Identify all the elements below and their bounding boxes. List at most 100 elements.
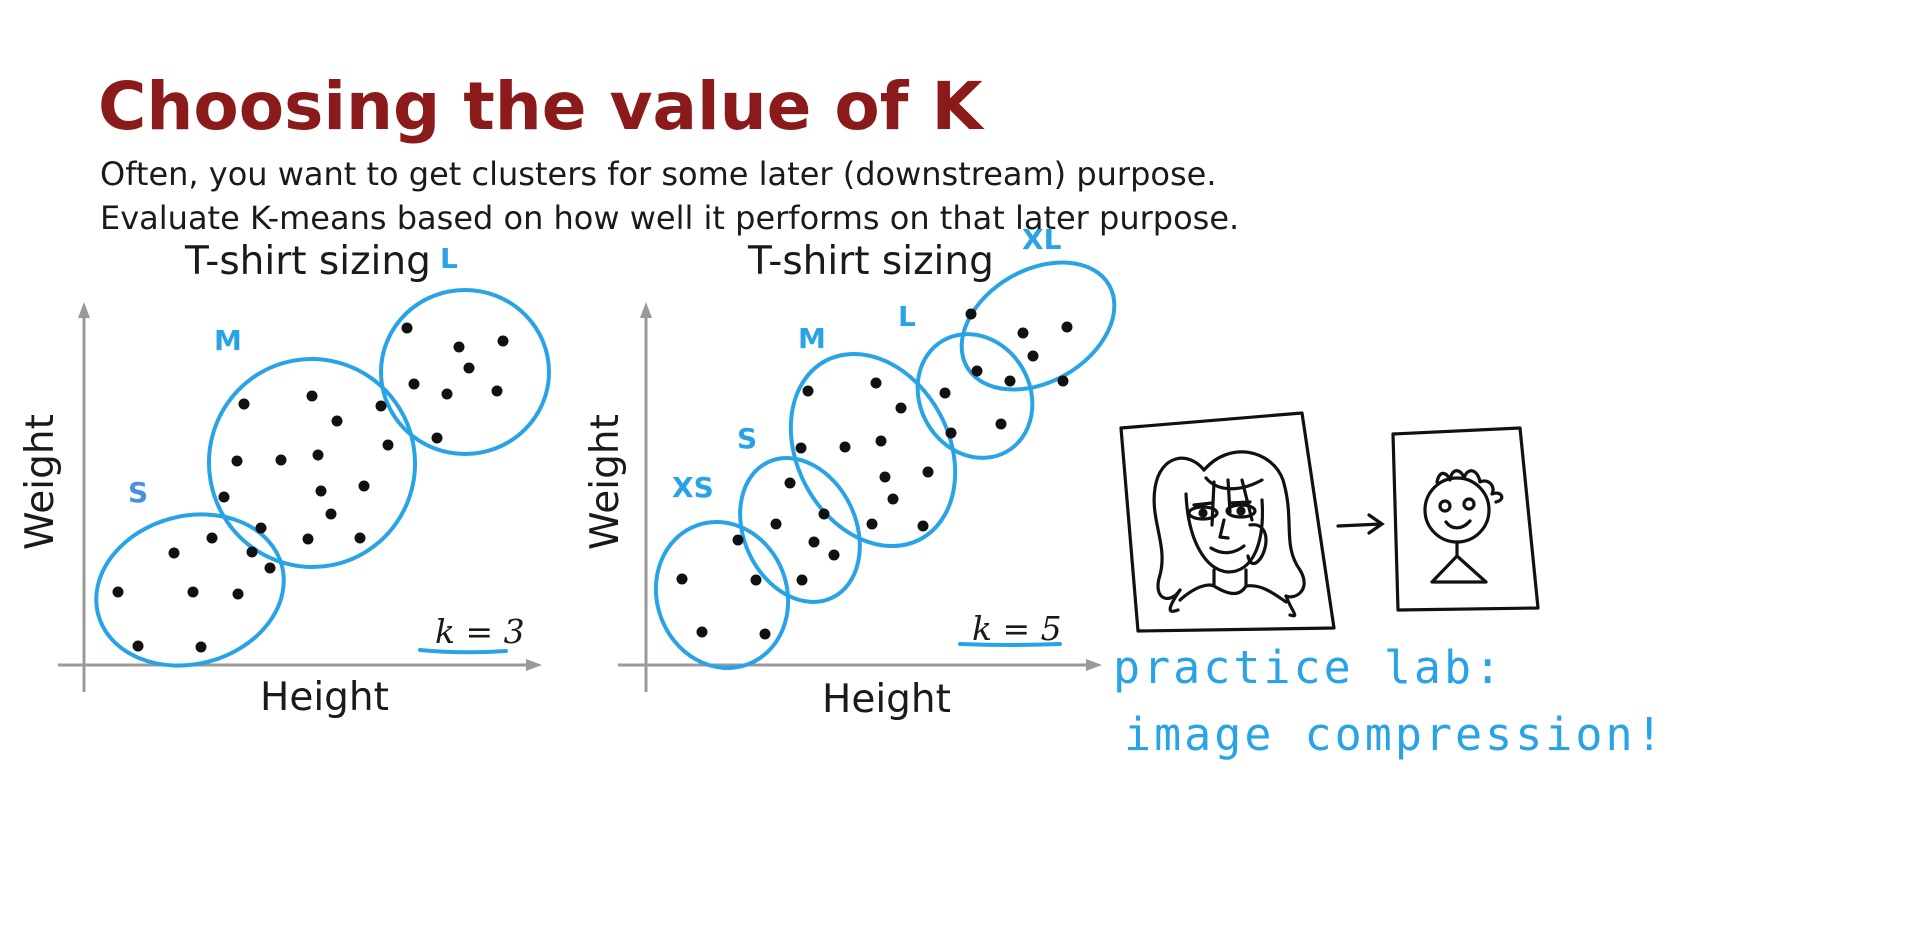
plot-k3-points bbox=[112, 322, 509, 653]
plot-k5: T-shirt sizing Height Weight XS S M L XL… bbox=[583, 223, 1117, 722]
plot-k3: T-shirt sizing Height Weight S M L k = 3 bbox=[18, 239, 551, 720]
point-plot1-m-2 bbox=[866, 518, 878, 530]
point-plot1-s-6 bbox=[796, 574, 808, 586]
point-plot1-l-2 bbox=[971, 365, 983, 377]
point-plot0-l-4 bbox=[453, 341, 465, 353]
cluster-m2-label: M bbox=[798, 322, 826, 355]
plot-k5-points bbox=[676, 308, 1073, 640]
point-plot1-s-4 bbox=[818, 508, 830, 520]
point-plot1-l-3 bbox=[995, 418, 1007, 430]
point-plot0-s-8 bbox=[264, 562, 276, 574]
point-plot0-m-6 bbox=[306, 390, 318, 402]
plot-k5-x-arrow bbox=[1086, 659, 1102, 671]
point-plot1-s-3 bbox=[808, 536, 820, 548]
point-plot1-l-1 bbox=[945, 427, 957, 439]
point-plot1-m-3 bbox=[870, 377, 882, 389]
point-plot0-m-13 bbox=[375, 400, 387, 412]
point-plot0-m-7 bbox=[312, 449, 324, 461]
point-plot0-s-2 bbox=[168, 547, 180, 559]
plot-k5-k-label: k = 5 bbox=[972, 609, 1062, 648]
cluster-l2-label: L bbox=[898, 300, 916, 333]
point-plot0-s-1 bbox=[132, 640, 144, 652]
plot-k5-ylabel: Weight bbox=[583, 414, 628, 550]
compression-arrow bbox=[1336, 513, 1385, 535]
point-plot0-l-0 bbox=[401, 322, 413, 334]
note-line-2: image compression! bbox=[1124, 708, 1666, 761]
point-plot1-s-1 bbox=[784, 477, 796, 489]
plot-k5-k-underline bbox=[958, 642, 1062, 647]
point-plot1-xs-4 bbox=[759, 628, 771, 640]
point-plot1-xs-0 bbox=[676, 573, 688, 585]
plot-k3-y-arrow bbox=[78, 302, 90, 318]
point-plot1-xl-0 bbox=[965, 308, 977, 320]
cluster-l2-outline bbox=[915, 332, 1035, 460]
cluster-m-label: M bbox=[214, 324, 242, 357]
point-plot0-l-1 bbox=[408, 378, 420, 390]
point-plot0-m-4 bbox=[275, 454, 287, 466]
cluster-s2-outline bbox=[738, 456, 862, 604]
point-plot1-m-5 bbox=[879, 471, 891, 483]
point-plot1-l-4 bbox=[1004, 375, 1016, 387]
point-plot0-m-3 bbox=[255, 522, 267, 534]
cluster-s-label: S bbox=[128, 476, 148, 509]
cluster-m2-outline bbox=[788, 351, 958, 549]
cluster-m-outline bbox=[206, 357, 418, 569]
point-plot0-l-7 bbox=[497, 335, 509, 347]
point-plot0-s-0 bbox=[112, 586, 124, 598]
plot-k5-title: T-shirt sizing bbox=[747, 239, 994, 284]
cluster-s-outline bbox=[94, 512, 286, 668]
portrait-compressed-drawing bbox=[1391, 426, 1540, 612]
point-plot0-m-5 bbox=[302, 533, 314, 545]
plot-k3-x-arrow bbox=[526, 659, 542, 671]
point-plot1-m-8 bbox=[917, 520, 929, 532]
point-plot0-s-4 bbox=[195, 641, 207, 653]
plot-k3-k-underline bbox=[418, 648, 508, 655]
note-line-1: practice lab: bbox=[1113, 641, 1504, 694]
cluster-xl-outline bbox=[959, 260, 1117, 392]
cluster-l-label: L bbox=[440, 242, 458, 275]
point-plot1-m-1 bbox=[839, 441, 851, 453]
portrait-original-drawing bbox=[1119, 411, 1336, 633]
plot-k5-y-arrow bbox=[640, 302, 652, 318]
practice-lab-note: practice lab: image compression! bbox=[1113, 641, 1666, 761]
point-plot0-m-12 bbox=[358, 480, 370, 492]
plot-k5-xlabel: Height bbox=[822, 677, 951, 722]
point-plot1-m-4 bbox=[875, 435, 887, 447]
point-plot0-l-2 bbox=[431, 432, 443, 444]
point-plot0-l-3 bbox=[441, 388, 453, 400]
point-plot0-s-5 bbox=[206, 532, 218, 544]
point-plot1-s-5 bbox=[828, 549, 840, 561]
point-plot1-m-0 bbox=[802, 385, 814, 397]
plot-k3-xlabel: Height bbox=[260, 675, 389, 720]
point-plot0-m-8 bbox=[315, 485, 327, 497]
slide-title: Choosing the value of K bbox=[98, 68, 983, 145]
point-plot0-m-1 bbox=[231, 455, 243, 467]
point-plot1-m-9 bbox=[922, 466, 934, 478]
point-plot1-s-2 bbox=[795, 442, 807, 454]
point-plot1-xl-3 bbox=[1057, 375, 1069, 387]
point-plot1-m-7 bbox=[895, 402, 907, 414]
subtitle-line-2: Evaluate K-means based on how well it pe… bbox=[100, 199, 1240, 237]
point-plot1-xl-2 bbox=[1027, 350, 1039, 362]
plot-k3-ylabel: Weight bbox=[18, 414, 63, 550]
point-plot1-xs-3 bbox=[750, 574, 762, 586]
point-plot0-m-14 bbox=[382, 439, 394, 451]
cluster-l-outline bbox=[379, 288, 551, 456]
point-plot0-l-6 bbox=[491, 385, 503, 397]
point-plot0-m-10 bbox=[331, 415, 343, 427]
plot-k3-k-label: k = 3 bbox=[435, 612, 525, 651]
cluster-s2-label: S bbox=[737, 422, 757, 455]
point-plot1-xs-1 bbox=[696, 626, 708, 638]
point-plot0-m-2 bbox=[238, 398, 250, 410]
point-plot0-s-7 bbox=[246, 546, 258, 558]
point-plot0-m-11 bbox=[354, 532, 366, 544]
cluster-xl-label: XL bbox=[1022, 223, 1062, 256]
slide-subtitle: Often, you want to get clusters for some… bbox=[100, 152, 1239, 240]
point-plot1-xs-2 bbox=[732, 534, 744, 546]
cluster-xs-label: XS bbox=[672, 471, 714, 504]
subtitle-line-1: Often, you want to get clusters for some… bbox=[100, 155, 1217, 193]
point-plot0-s-3 bbox=[187, 586, 199, 598]
point-plot0-s-6 bbox=[232, 588, 244, 600]
point-plot1-l-0 bbox=[939, 387, 951, 399]
point-plot0-m-0 bbox=[218, 491, 230, 503]
